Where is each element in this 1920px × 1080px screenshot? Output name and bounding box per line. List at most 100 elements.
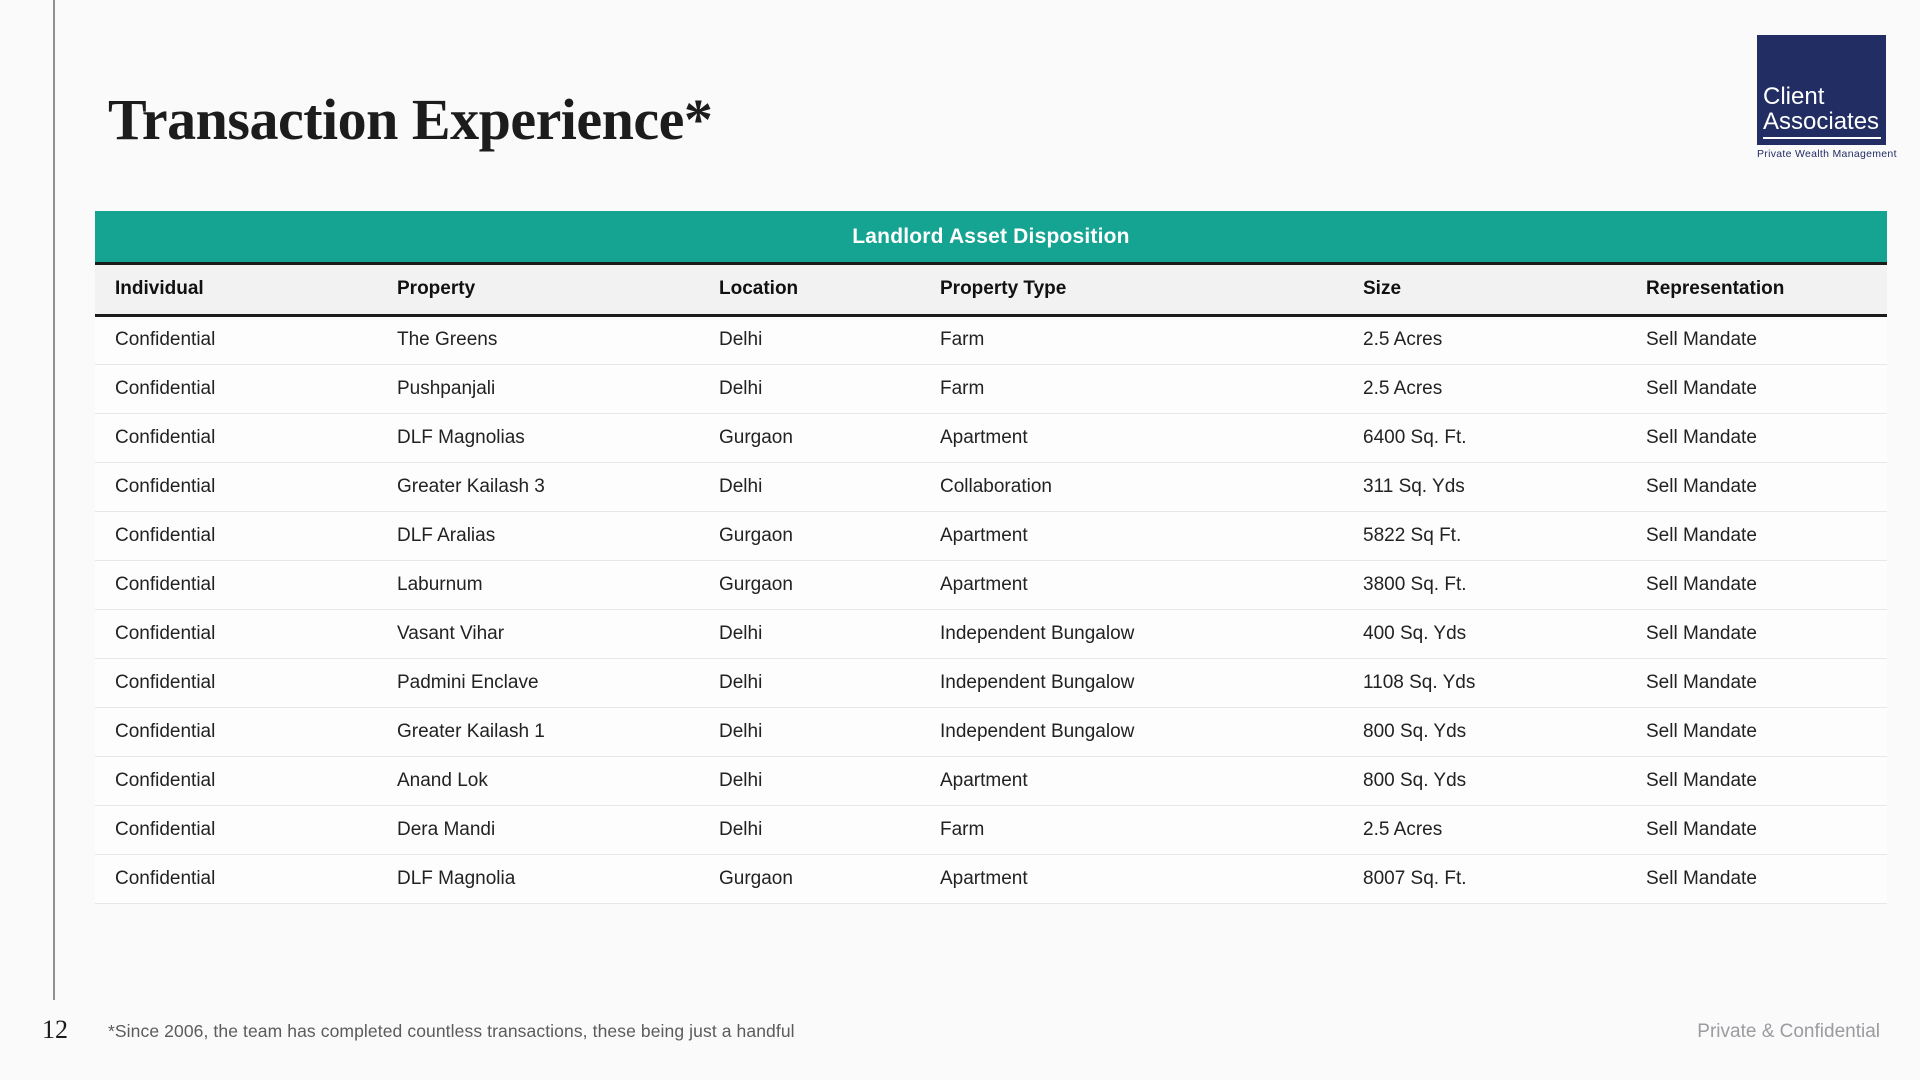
table-cell: Delhi <box>719 377 763 399</box>
table-cell: Confidential <box>115 671 216 693</box>
table-cell: Sell Mandate <box>1646 524 1757 546</box>
table-cell: 1108 Sq. Yds <box>1363 671 1476 693</box>
table-cell: Confidential <box>115 524 216 546</box>
table-cell: Sell Mandate <box>1646 818 1757 840</box>
table-cell: Sell Mandate <box>1646 867 1757 889</box>
table-cell: Gurgaon <box>719 426 793 448</box>
table-cell: Sell Mandate <box>1646 671 1757 693</box>
table-header-row: Individual Property Location Property Ty… <box>95 265 1887 315</box>
table-cell: Apartment <box>940 524 1028 546</box>
table-cell: Delhi <box>719 769 763 791</box>
table-cell: Greater Kailash 3 <box>397 475 545 497</box>
table-cell: Gurgaon <box>719 867 793 889</box>
column-header-individual: Individual <box>115 278 204 300</box>
column-header-property: Property <box>397 278 476 300</box>
table-cell: Confidential <box>115 769 216 791</box>
logo-text-line1: Client <box>1763 83 1825 111</box>
table-cell: Apartment <box>940 867 1028 889</box>
table-cell: Dera Mandi <box>397 818 496 840</box>
table-cell: Delhi <box>719 818 763 840</box>
table-cell: Farm <box>940 818 985 840</box>
table-row: Confidential Laburnum Gurgaon Apartment 3800… <box>95 560 1887 609</box>
table-cell: The Greens <box>397 329 498 350</box>
table-cell: Collaboration <box>940 475 1052 497</box>
table-cell: Sell Mandate <box>1646 573 1757 595</box>
table-cell: 800 Sq. Yds <box>1363 769 1467 791</box>
table-cell: 2.5 Acres <box>1363 329 1443 350</box>
transactions-data-table: Individual Property Location Property Ty… <box>95 265 1887 904</box>
column-header-location: Location <box>719 278 799 300</box>
table-cell: Independent Bungalow <box>940 671 1135 693</box>
table-row: Confidential Padmini Enclave Delhi Independ… <box>95 658 1887 707</box>
table-row: Confidential The Greens Delhi Farm 2.5 Acres… <box>95 315 1887 364</box>
table-cell: Apartment <box>940 573 1028 595</box>
table-cell: 3800 Sq. Ft. <box>1363 573 1467 595</box>
logo-tagline: Private Wealth Management <box>1757 148 1897 160</box>
confidential-label: Private & Confidential <box>1697 1021 1880 1042</box>
left-margin-rule <box>53 0 55 1000</box>
table-cell: 6400 Sq. Ft. <box>1363 426 1467 448</box>
table-cell: Confidential <box>115 426 216 448</box>
table-row: Confidential Pushpanjali Delhi Farm 2.5 Acre… <box>95 364 1887 413</box>
table-cell: Farm <box>940 329 985 350</box>
table-cell: Confidential <box>115 720 216 742</box>
table-cell: DLF Magnolia <box>397 867 516 889</box>
table-cell: Farm <box>940 377 985 399</box>
table-cell: Delhi <box>719 622 763 644</box>
column-header-property-type: Property Type <box>940 278 1067 300</box>
transaction-table: Landlord Asset Disposition Individual Pr… <box>95 211 1887 904</box>
table-cell: Delhi <box>719 720 763 742</box>
table-cell: 400 Sq. Yds <box>1363 622 1467 644</box>
table-cell: 2.5 Acres <box>1363 377 1443 399</box>
table-cell: Confidential <box>115 867 216 889</box>
table-cell: Padmini Enclave <box>397 671 539 693</box>
table-cell: Confidential <box>115 573 216 595</box>
table-row: Confidential Vasant Vihar Delhi Independent… <box>95 609 1887 658</box>
table-cell: 2.5 Acres <box>1363 818 1443 840</box>
table-cell: 311 Sq. Yds <box>1363 475 1465 497</box>
column-header-representation: Representation <box>1646 278 1785 300</box>
logo-square: Client Associates <box>1757 35 1886 145</box>
table-cell: Sell Mandate <box>1646 329 1757 350</box>
table-cell: DLF Magnolias <box>397 426 525 448</box>
table-cell: Gurgaon <box>719 524 793 546</box>
table-cell: Confidential <box>115 329 216 350</box>
table-row: Confidential DLF Aralias Gurgaon Apartment 5… <box>95 511 1887 560</box>
company-logo: Client Associates Private Wealth Managem… <box>1757 35 1897 160</box>
logo-text-line2: Associates <box>1763 107 1880 135</box>
table-cell: Sell Mandate <box>1646 720 1757 742</box>
page-number: 12 <box>42 1015 68 1044</box>
table-cell: Laburnum <box>397 573 483 595</box>
table-cell: Sell Mandate <box>1646 426 1757 448</box>
table-cell: Vasant Vihar <box>397 622 505 644</box>
footnote: *Since 2006, the team has completed coun… <box>108 1021 795 1041</box>
table-cell: Apartment <box>940 769 1028 791</box>
table-cell: DLF Aralias <box>397 524 496 546</box>
table-row: Confidential Dera Mandi Delhi Farm 2.5 Acres… <box>95 805 1887 854</box>
table-cell: 5822 Sq Ft. <box>1363 524 1462 546</box>
table-body: Confidential The Greens Delhi Farm 2.5 Acres… <box>95 315 1887 903</box>
page-title: Transaction Experience* <box>108 87 713 152</box>
table-row: Confidential DLF Magnolias Gurgaon Apartmen… <box>95 413 1887 462</box>
table-cell: Sell Mandate <box>1646 622 1757 644</box>
table-cell: Pushpanjali <box>397 377 496 399</box>
table-cell: Confidential <box>115 622 216 644</box>
table-cell: 8007 Sq. Ft. <box>1363 867 1467 889</box>
table-cell: Sell Mandate <box>1646 769 1757 791</box>
table-banner: Landlord Asset Disposition <box>95 211 1887 265</box>
table-cell: Apartment <box>940 426 1028 448</box>
table-cell: Independent Bungalow <box>940 720 1135 742</box>
table-cell: Greater Kailash 1 <box>397 720 545 742</box>
table-banner-title: Landlord Asset Disposition <box>852 224 1130 248</box>
table-cell: Delhi <box>719 475 763 497</box>
table-cell: 800 Sq. Yds <box>1363 720 1467 742</box>
logo-underline <box>1763 137 1881 139</box>
table-cell: Delhi <box>719 671 763 693</box>
table-cell: Independent Bungalow <box>940 622 1135 644</box>
table-row: Confidential Greater Kailash 1 Delhi Indepe… <box>95 707 1887 756</box>
column-header-size: Size <box>1363 278 1402 300</box>
table-cell: Confidential <box>115 475 216 497</box>
table-row: Confidential DLF Magnolia Gurgaon Apartment… <box>95 854 1887 903</box>
table-cell: Delhi <box>719 329 763 350</box>
